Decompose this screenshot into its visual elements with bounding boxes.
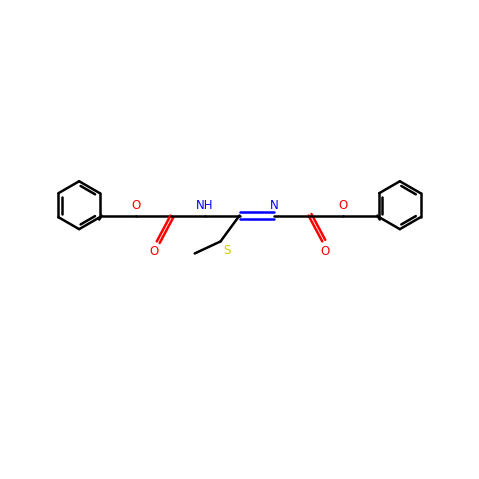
Text: O: O xyxy=(338,199,348,212)
Text: O: O xyxy=(320,245,329,258)
Text: N: N xyxy=(270,199,278,212)
Text: O: O xyxy=(131,199,141,212)
Text: S: S xyxy=(223,244,230,257)
Text: NH: NH xyxy=(196,199,214,212)
Text: O: O xyxy=(150,245,159,258)
